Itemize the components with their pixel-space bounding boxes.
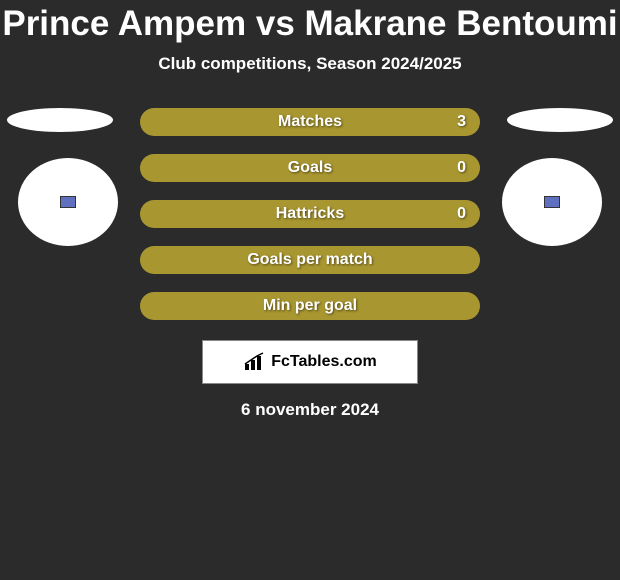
stat-value-right: 3: [457, 113, 466, 131]
flag-icon: [544, 196, 560, 208]
source-logo: FcTables.com: [243, 352, 377, 372]
stat-value-right: 0: [457, 205, 466, 223]
stat-value-right: 0: [457, 159, 466, 177]
comparison-widget: Prince Ampem vs Makrane Bentoumi Club co…: [0, 0, 620, 420]
stat-label: Matches: [278, 113, 342, 131]
stat-row-min-per-goal: Min per goal: [140, 292, 480, 320]
player-right-oval: [507, 108, 613, 132]
page-title: Prince Ampem vs Makrane Bentoumi: [2, 4, 617, 44]
stat-label: Goals: [288, 159, 332, 177]
player-left-badge: [18, 158, 118, 246]
stat-label: Goals per match: [247, 251, 372, 269]
source-logo-text: FcTables.com: [271, 353, 377, 371]
stat-label: Min per goal: [263, 297, 357, 315]
flag-icon: [60, 196, 76, 208]
stat-row-goals: Goals 0: [140, 154, 480, 182]
stat-row-matches: Matches 3: [140, 108, 480, 136]
player-right-badge: [502, 158, 602, 246]
player-left-oval: [7, 108, 113, 132]
stats-area: Matches 3 Goals 0 Hattricks 0 Goals per …: [0, 108, 620, 338]
stat-row-hattricks: Hattricks 0: [140, 200, 480, 228]
stat-label: Hattricks: [276, 205, 344, 223]
stat-row-goals-per-match: Goals per match: [140, 246, 480, 274]
date-text: 6 november 2024: [241, 400, 379, 420]
source-logo-box: FcTables.com: [202, 340, 418, 384]
chart-icon: [243, 352, 267, 372]
page-subtitle: Club competitions, Season 2024/2025: [158, 54, 461, 74]
